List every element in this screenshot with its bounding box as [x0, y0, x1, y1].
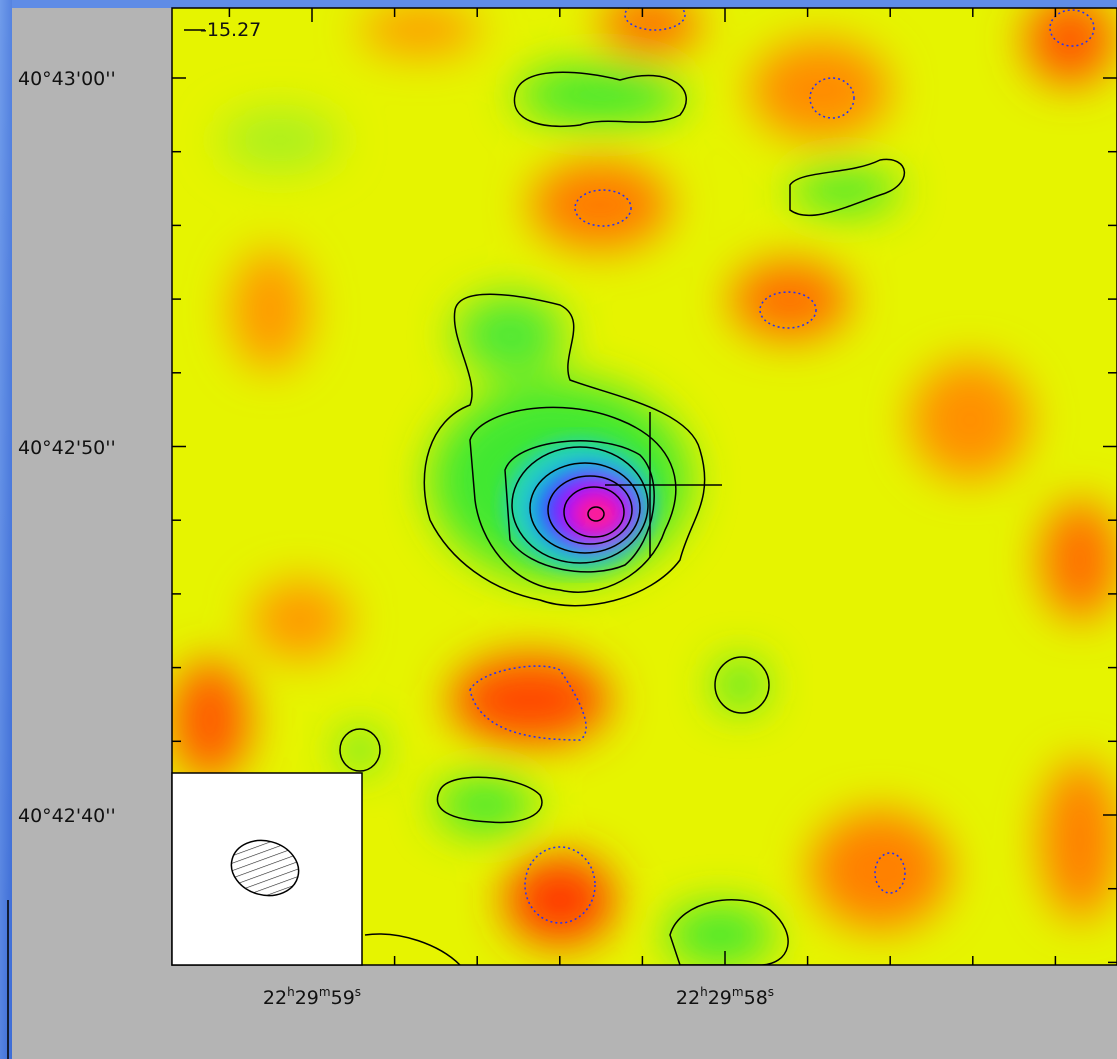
top-strip	[12, 0, 1117, 8]
figure: -15.27 40°43'00'' 40°42'50'' 40°42'40'' …	[0, 0, 1117, 1059]
dec-label: 40°43'00''	[18, 68, 116, 90]
dec-label: 40°42'50''	[18, 437, 116, 459]
ra-label: 22h29m58s	[676, 985, 774, 1009]
dec-label: 40°42'40''	[18, 805, 116, 827]
page: -15.27 40°43'00'' 40°42'50'' 40°42'40'' …	[0, 0, 1117, 1059]
ra-label: 22h29m59s	[263, 985, 361, 1009]
side-strip	[0, 0, 12, 1059]
level-label: -15.27	[200, 19, 261, 41]
